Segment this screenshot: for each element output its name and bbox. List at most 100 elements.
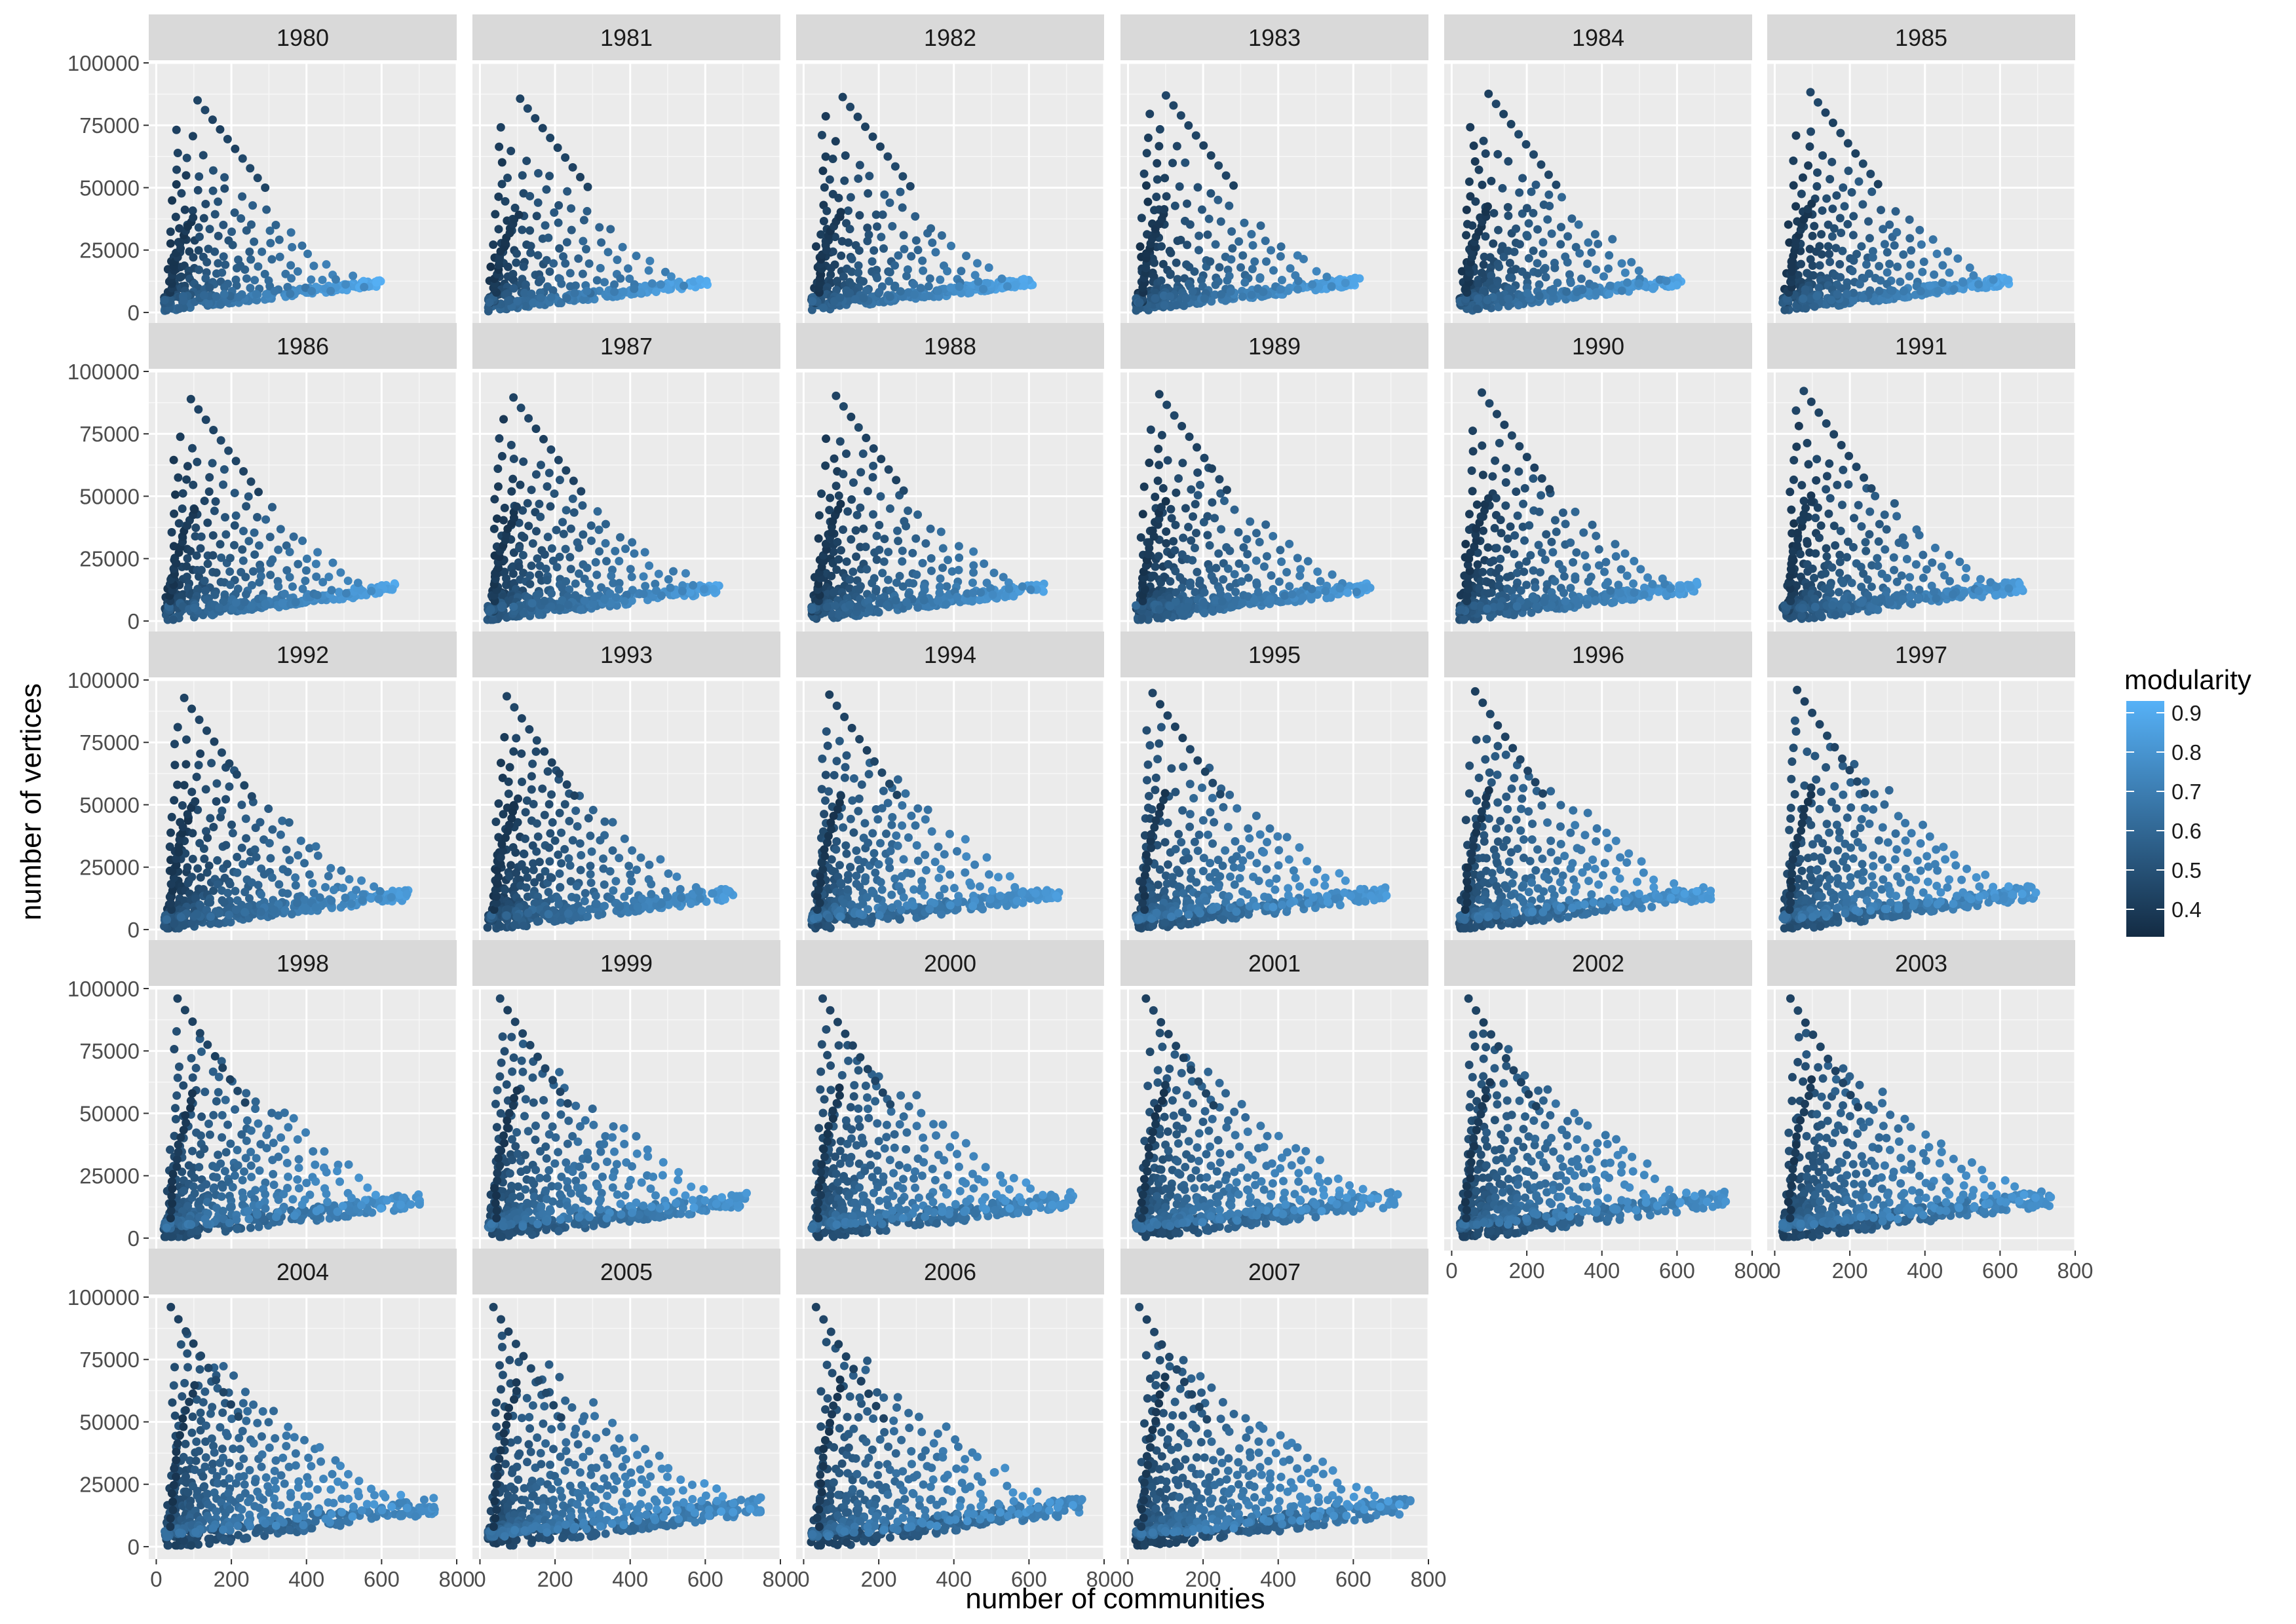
data-point xyxy=(1847,594,1856,602)
data-point xyxy=(879,210,887,219)
data-point xyxy=(170,510,178,518)
data-point xyxy=(1849,296,1858,305)
data-point xyxy=(509,393,518,402)
data-point xyxy=(830,588,838,597)
data-point xyxy=(1623,571,1632,580)
data-point xyxy=(175,305,183,313)
data-point xyxy=(498,158,507,166)
data-point xyxy=(1497,529,1506,537)
data-point xyxy=(852,526,860,535)
data-point xyxy=(657,592,666,600)
data-point xyxy=(894,251,902,259)
data-point xyxy=(1801,304,1810,312)
data-point xyxy=(1227,255,1235,263)
data-point xyxy=(1184,121,1193,130)
data-point xyxy=(630,284,638,293)
data-point xyxy=(205,473,214,482)
data-point xyxy=(1520,537,1529,545)
data-point xyxy=(868,257,877,266)
data-point xyxy=(1938,278,1947,287)
data-point xyxy=(1461,540,1470,548)
data-point xyxy=(854,423,863,432)
data-point xyxy=(1208,498,1216,506)
data-point xyxy=(1960,589,1968,597)
data-point xyxy=(501,197,510,206)
data-point xyxy=(171,491,180,499)
data-point xyxy=(898,546,907,555)
data-point xyxy=(286,573,294,581)
data-point xyxy=(1976,575,1985,584)
data-point xyxy=(1482,149,1490,158)
data-point xyxy=(855,211,864,219)
data-point xyxy=(1215,475,1223,483)
data-point xyxy=(1919,551,1927,559)
data-point xyxy=(1912,560,1921,569)
data-point xyxy=(664,575,673,584)
data-point xyxy=(550,489,559,498)
data-point xyxy=(1483,295,1492,304)
data-point xyxy=(1556,240,1565,248)
data-point xyxy=(197,544,205,553)
data-point xyxy=(892,596,900,605)
data-point xyxy=(261,183,269,192)
data-point xyxy=(307,287,316,295)
data-point xyxy=(837,252,845,260)
data-point xyxy=(180,297,188,305)
data-point xyxy=(298,537,307,545)
data-point xyxy=(602,539,610,548)
data-point xyxy=(1493,410,1501,419)
data-point xyxy=(822,207,831,216)
data-point xyxy=(1881,510,1889,519)
data-point xyxy=(292,598,300,607)
data-point xyxy=(899,582,908,591)
data-point xyxy=(1814,98,1822,107)
data-point xyxy=(267,255,276,263)
data-point xyxy=(592,571,601,579)
data-point xyxy=(1862,260,1871,269)
data-point xyxy=(303,250,312,258)
data-point xyxy=(1299,255,1308,263)
data-point xyxy=(1800,497,1808,505)
data-point xyxy=(318,276,327,284)
data-point xyxy=(290,533,298,541)
data-point xyxy=(1835,569,1844,577)
data-point xyxy=(545,267,554,276)
data-point xyxy=(1496,602,1504,611)
data-point xyxy=(1827,158,1836,166)
data-point xyxy=(286,261,295,270)
data-point xyxy=(1848,267,1857,275)
data-point xyxy=(892,476,900,484)
data-point xyxy=(239,527,248,535)
data-point xyxy=(172,213,180,221)
data-point xyxy=(246,164,254,172)
data-point xyxy=(1237,577,1246,586)
data-point xyxy=(1328,571,1337,579)
data-point xyxy=(817,489,826,498)
data-point xyxy=(1277,242,1286,251)
data-point xyxy=(1579,529,1588,537)
data-point xyxy=(911,212,919,221)
data-point xyxy=(908,549,917,557)
data-point xyxy=(360,283,368,292)
data-point xyxy=(976,588,985,597)
data-point xyxy=(645,561,653,570)
data-point xyxy=(250,237,258,246)
data-point xyxy=(832,392,840,400)
data-point xyxy=(182,171,191,179)
data-point xyxy=(489,240,497,249)
data-point xyxy=(876,142,885,151)
data-point xyxy=(580,216,588,225)
data-point xyxy=(375,589,383,597)
data-point xyxy=(886,504,894,513)
facet-panel-1980: 19800250005000075000100000 xyxy=(67,14,457,325)
data-point xyxy=(1533,225,1542,234)
data-point xyxy=(1468,426,1477,435)
data-point xyxy=(1817,230,1826,238)
data-point xyxy=(1286,264,1295,273)
data-point xyxy=(567,226,576,235)
data-point xyxy=(1627,258,1636,267)
data-point xyxy=(1875,262,1883,271)
data-point xyxy=(1164,456,1172,464)
data-point xyxy=(220,173,229,181)
data-point xyxy=(1470,142,1478,150)
